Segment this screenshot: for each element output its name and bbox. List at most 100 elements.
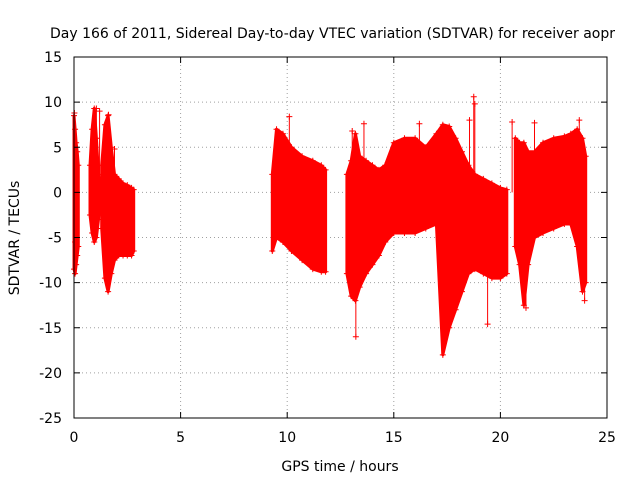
data-point — [540, 139, 547, 146]
data-point — [98, 225, 105, 232]
data-point — [503, 186, 510, 193]
outlier-point — [576, 117, 583, 124]
data-point — [512, 135, 519, 142]
data-point — [309, 157, 316, 164]
data-point — [582, 153, 589, 160]
data-point — [93, 234, 100, 241]
x-tick-label: 25 — [598, 430, 616, 446]
data-point — [433, 220, 440, 227]
data-point — [318, 162, 325, 169]
data-point — [582, 279, 589, 286]
data-point — [412, 229, 419, 236]
data-point — [105, 288, 112, 295]
outlier-point — [509, 118, 516, 125]
data-point — [520, 139, 527, 146]
data-cluster — [345, 123, 509, 357]
data-point — [382, 239, 389, 246]
data-point — [488, 275, 495, 282]
data-point — [91, 239, 98, 246]
data-point — [72, 270, 79, 277]
data-point — [322, 166, 329, 173]
data-point — [299, 257, 306, 264]
data-point — [497, 275, 504, 282]
data-point — [561, 133, 568, 140]
data-point — [375, 166, 382, 173]
x-tick-label: 0 — [70, 430, 79, 446]
y-tick-label: -10 — [39, 276, 62, 292]
data-point — [108, 270, 115, 277]
data-point — [497, 184, 504, 191]
data-point — [343, 171, 350, 178]
data-point — [343, 270, 350, 277]
data-point — [550, 135, 557, 142]
data-point — [390, 229, 397, 236]
data-point — [111, 257, 118, 264]
data-point — [446, 123, 453, 130]
data-point — [89, 126, 96, 133]
data-point — [101, 275, 108, 282]
outlier-point — [484, 321, 491, 328]
data-point — [422, 225, 429, 232]
outlier-point — [111, 146, 118, 153]
outlier-point — [531, 119, 538, 126]
data-point — [382, 162, 389, 169]
x-axis-label: GPS time / hours — [281, 459, 398, 475]
data-point — [269, 171, 276, 178]
data-point — [115, 175, 122, 182]
data-point — [439, 351, 446, 358]
data-point — [512, 243, 519, 250]
data-point — [130, 248, 137, 255]
x-tick-label: 20 — [491, 430, 509, 446]
data-point — [75, 162, 82, 169]
data-point — [72, 126, 79, 133]
outlier-point — [349, 128, 356, 135]
data-point — [269, 248, 276, 255]
data-point — [516, 261, 523, 268]
data-point — [452, 135, 459, 142]
data-point — [433, 130, 440, 137]
data-point — [108, 144, 115, 151]
y-tick-label: 10 — [44, 95, 62, 111]
data-point — [540, 229, 547, 236]
y-tick-label: -25 — [39, 411, 62, 427]
data-point — [279, 239, 286, 246]
data-point — [567, 220, 574, 227]
data-point — [459, 288, 466, 295]
data-point — [128, 252, 135, 259]
data-point — [488, 180, 495, 187]
y-tick-label: -5 — [48, 231, 62, 247]
outlier-point — [93, 105, 100, 112]
axes: 0 5 10 15 20 25 -25 -20 -15 -10 -5 0 5 10 15 — [39, 50, 616, 446]
data-points — [71, 93, 589, 358]
data-point — [439, 121, 446, 128]
x-tick-label: 5 — [176, 430, 185, 446]
data-point — [401, 135, 408, 142]
data-point — [561, 220, 568, 227]
data-point — [574, 243, 581, 250]
data-point — [322, 268, 329, 275]
outlier-point — [522, 304, 529, 311]
data-point — [465, 270, 472, 277]
outlier-point — [105, 111, 112, 118]
data-point — [130, 186, 137, 193]
data-point — [74, 148, 81, 155]
data-point — [480, 175, 487, 182]
data-point — [101, 121, 108, 128]
data-point — [288, 248, 295, 255]
data-point — [550, 225, 557, 232]
data-point — [401, 229, 408, 236]
data-point — [446, 324, 453, 331]
outlier-point — [416, 120, 423, 127]
x-tick-label: 15 — [385, 430, 403, 446]
outlier-point — [286, 113, 293, 120]
outlier-point — [471, 100, 478, 107]
outlier-point — [360, 120, 367, 127]
data-point — [75, 243, 82, 250]
data-point — [273, 126, 280, 133]
data-point — [375, 252, 382, 259]
data-point — [86, 211, 93, 218]
data-point — [459, 148, 466, 155]
data-point — [471, 266, 478, 273]
outlier-point — [466, 117, 473, 124]
